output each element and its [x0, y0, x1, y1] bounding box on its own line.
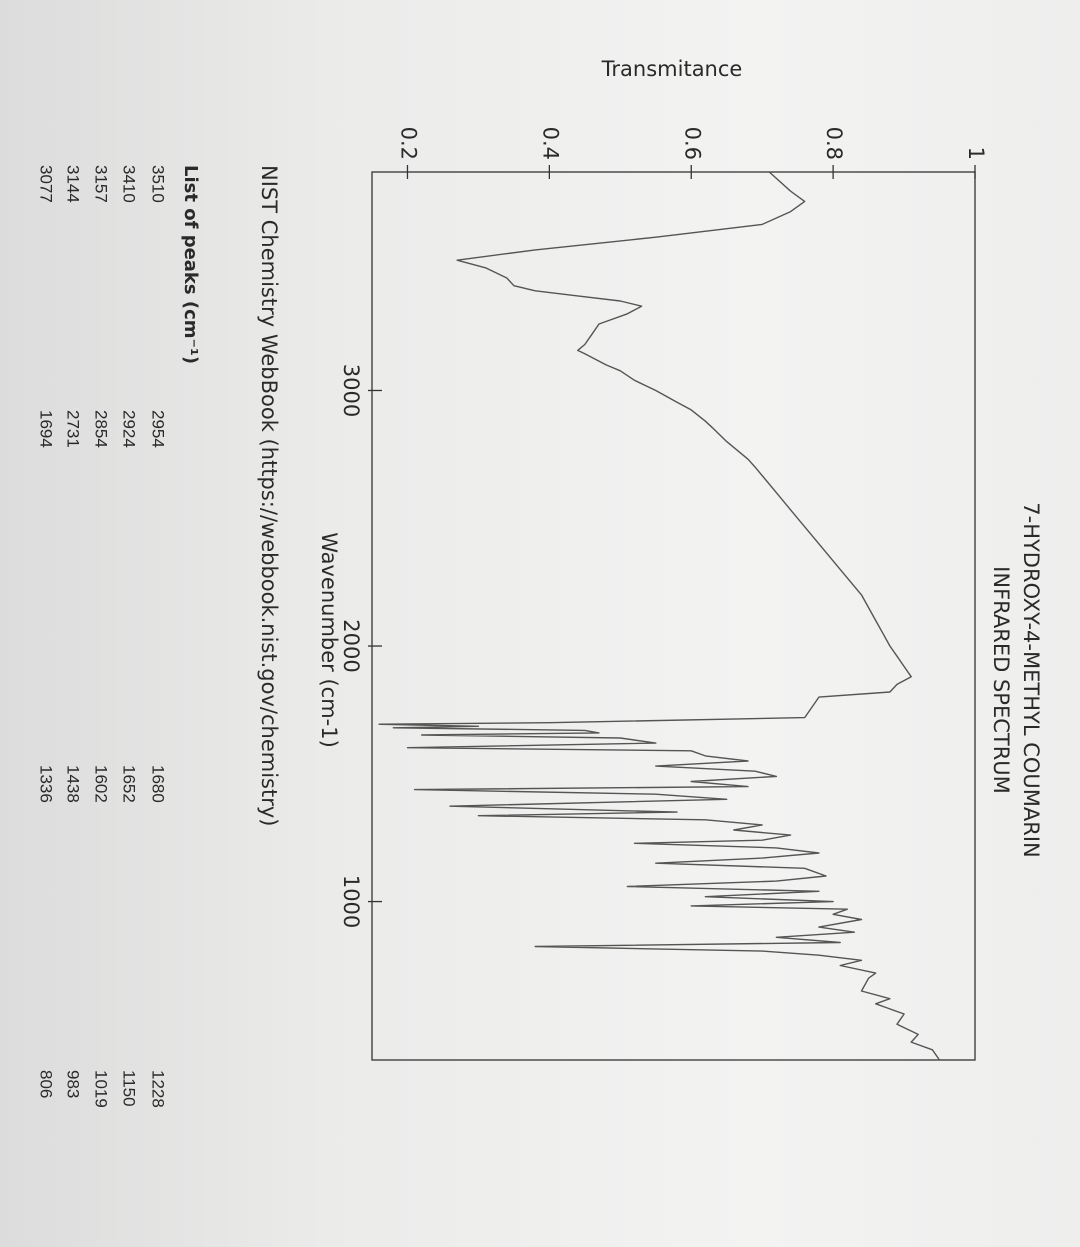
peak-value: 3144: [64, 165, 83, 203]
peak-value: 3510: [149, 165, 168, 203]
peak-value: 2854: [92, 410, 111, 448]
peak-value: 2924: [120, 410, 139, 448]
x-axis-label: Wavenumber (cm-1): [317, 532, 341, 748]
peak-value: 1228: [149, 1070, 168, 1108]
peak-value: 3410: [120, 165, 139, 203]
peak-value: 1336: [37, 765, 56, 803]
peak-value: 1694: [37, 410, 56, 448]
y-tick-label: 1: [964, 147, 988, 160]
peak-value: 1680: [149, 765, 168, 803]
peaks-title: List of peaks (cm⁻¹): [180, 165, 201, 364]
y-axis-label: Transmitance: [601, 57, 743, 81]
peak-value: 1602: [92, 765, 111, 803]
plot-frame: [371, 171, 976, 1061]
peak-value: 1019: [92, 1070, 111, 1108]
source-note: NIST Chemistry WebBook (https://webbook.…: [257, 165, 281, 826]
peak-value: 3157: [92, 165, 111, 203]
peak-value: 983: [64, 1070, 83, 1098]
y-tick-label: 0.4: [538, 127, 562, 160]
chart-subtitle: INFRARED SPECTRUM: [989, 566, 1013, 794]
y-tick-label: 0.2: [396, 127, 420, 160]
chart-title: 7-HYDROXY-4-METHYL COUMARIN: [1019, 502, 1043, 858]
x-tick-label: 3000: [339, 364, 363, 417]
peak-value: 3077: [37, 165, 56, 203]
x-tick-label: 1000: [339, 875, 363, 928]
x-tick-label: 2000: [339, 619, 363, 672]
peak-value: 1652: [120, 765, 139, 803]
peak-value: 806: [37, 1070, 56, 1098]
peak-value: 2954: [149, 410, 168, 448]
spectrum-line: [378, 171, 941, 1061]
peak-value: 1438: [64, 765, 83, 803]
peak-value: 1150: [120, 1070, 139, 1107]
y-tick-label: 0.6: [680, 127, 704, 160]
peak-value: 2731: [64, 410, 83, 448]
y-tick-label: 0.8: [822, 127, 846, 160]
